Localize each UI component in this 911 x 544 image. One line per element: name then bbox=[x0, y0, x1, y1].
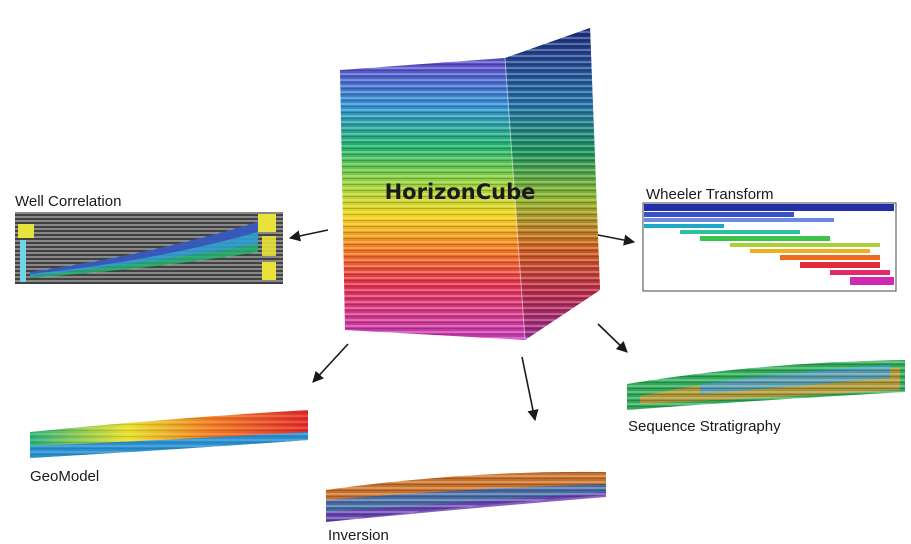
sequence-stratigraphy-panel bbox=[627, 360, 905, 410]
inversion-panel bbox=[326, 471, 606, 522]
wheeler-transform-panel bbox=[642, 202, 897, 292]
inversion-label: Inversion bbox=[328, 527, 389, 544]
arrow-to-well-correlation bbox=[288, 229, 329, 242]
flow-arrows bbox=[288, 229, 636, 422]
arrow-to-geomodel bbox=[312, 343, 349, 383]
geomodel-panel bbox=[30, 410, 308, 458]
well-correlation-label: Well Correlation bbox=[15, 193, 122, 210]
well-correlation-panel bbox=[15, 212, 283, 284]
horizoncube-volume bbox=[340, 28, 600, 341]
wheeler-transform-label: Wheeler Transform bbox=[646, 186, 774, 203]
geomodel-label: GeoModel bbox=[30, 468, 100, 485]
horizoncube-label: HorizonCube bbox=[384, 180, 536, 204]
sequence-stratigraphy-label: Sequence Stratigraphy bbox=[628, 418, 781, 435]
arrow-to-inversion bbox=[521, 356, 539, 422]
arrow-to-wheeler-transform bbox=[597, 234, 636, 246]
arrow-to-sequence-stratigraphy bbox=[597, 323, 628, 353]
